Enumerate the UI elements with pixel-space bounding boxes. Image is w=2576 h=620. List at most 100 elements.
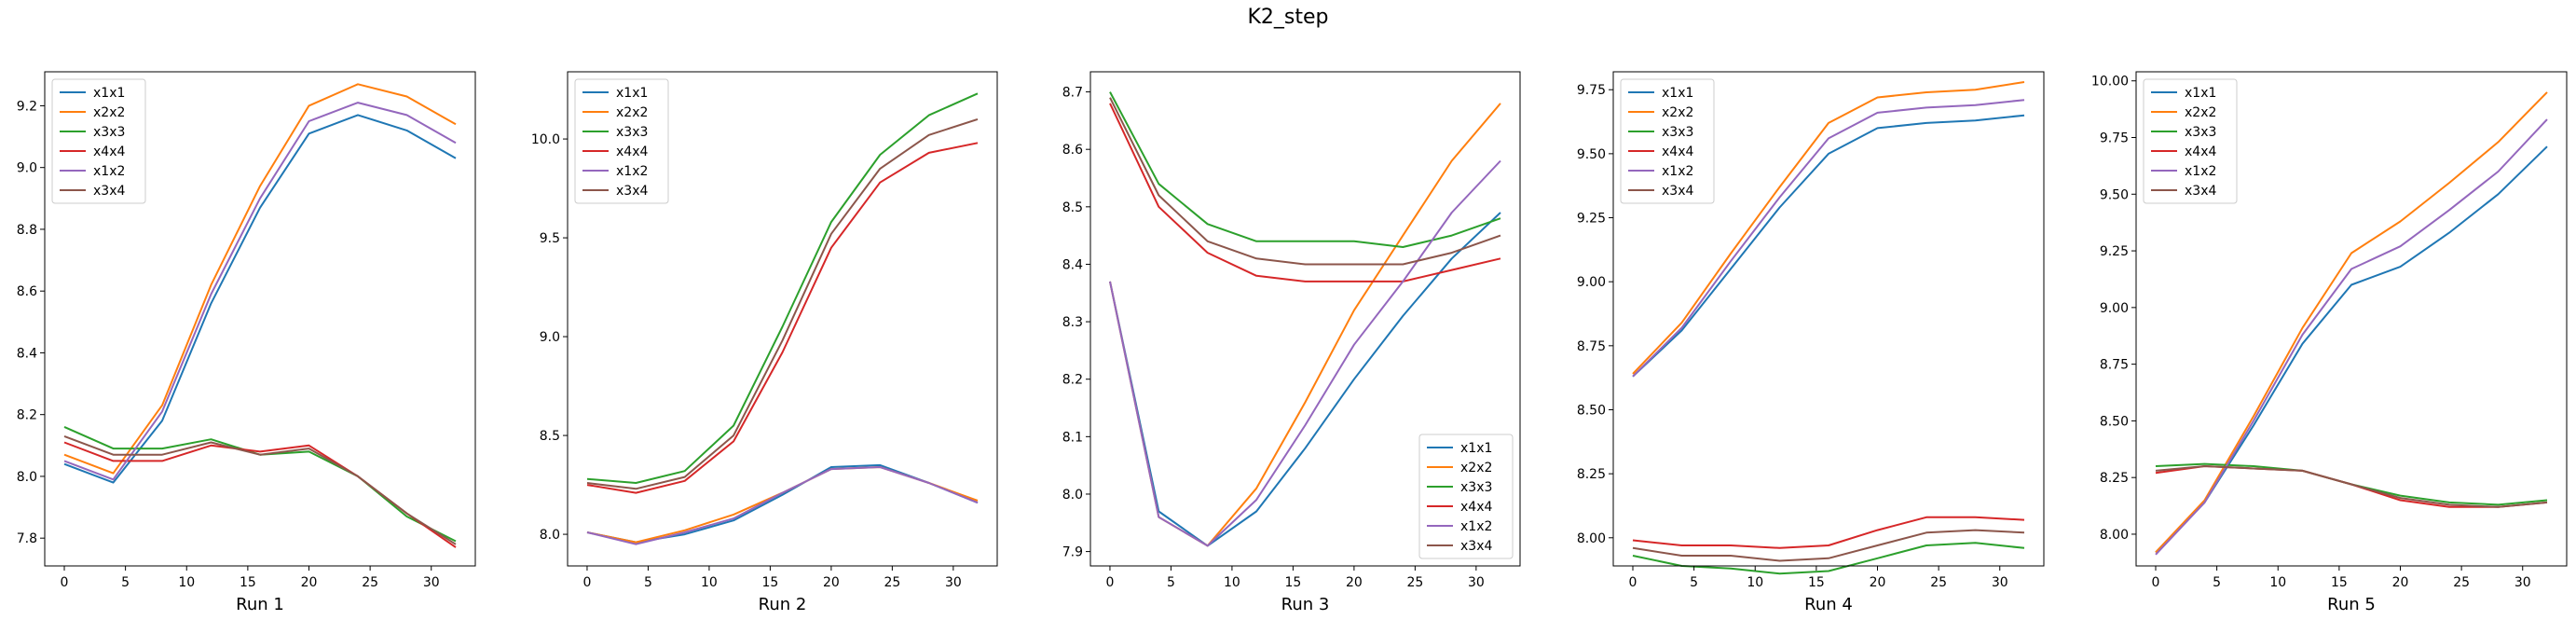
subplot-5: 0 5 10 15 20 25 30 8.00 8.25 8.50 8.75 9.00 9.25 9.50…	[2091, 71, 2568, 614]
x-tick-label: 0	[1105, 575, 1114, 590]
x-tick-label: 10	[2269, 575, 2286, 590]
y-tick-label: 8.2	[17, 408, 37, 423]
y-tick-label: 9.75	[2100, 131, 2129, 146]
legend: x1x1 x2x2 x3x3 x4x4 x1x2 x3x4	[1418, 434, 1514, 559]
x-axis-label: Run 4	[1804, 595, 1853, 614]
y-tick-label: 8.75	[1577, 339, 1606, 354]
series-line-x3x3	[63, 425, 457, 543]
y-tick-label: 7.9	[1062, 545, 1083, 560]
y-tick-label: 9.00	[1577, 275, 1606, 290]
y-tick-label: 10.0	[531, 132, 560, 147]
series-line-x1x1	[2155, 145, 2548, 554]
series-line-x3x4	[1109, 97, 1501, 266]
x-tick-label: 10	[1224, 575, 1240, 590]
series-line-x2x2	[586, 466, 979, 544]
y-tick-label: 9.25	[1577, 212, 1606, 227]
x-tick-label: 25	[1930, 575, 1947, 590]
legend-label-x3x3: x3x3	[1460, 480, 1492, 495]
y-tick-label: 8.00	[2100, 528, 2129, 543]
x-tick-label: 0	[582, 575, 591, 590]
legend-label-x1x1: x1x1	[2185, 86, 2216, 101]
y-tick-label: 10.00	[2091, 75, 2129, 90]
x-axis-label: Run 1	[236, 595, 284, 614]
x-tick-label: 20	[2392, 575, 2409, 590]
legend-label-x2x2: x2x2	[616, 105, 648, 120]
y-tick-label: 9.25	[2100, 244, 2129, 259]
y-tick-label: 8.3	[1062, 315, 1083, 330]
series-line-x1x1	[1109, 212, 1501, 547]
subplot-1: 0 5 10 15 20 25 30 7.8 8.0 8.2 8.4 8.6 8.8 9.0 9.2 Run …	[17, 71, 476, 614]
series-line-x4x4	[1109, 103, 1501, 282]
legend-label-x3x3: x3x3	[1662, 125, 1693, 140]
x-tick-label: 0	[2152, 575, 2160, 590]
series-line-x1x1	[1632, 114, 2025, 378]
x-tick-label: 15	[2331, 575, 2348, 590]
x-tick-label: 15	[1284, 575, 1301, 590]
y-tick-label: 7.8	[17, 531, 37, 546]
legend-box	[2143, 78, 2238, 204]
y-tick-label: 8.6	[17, 284, 37, 299]
y-tick-label: 8.75	[2100, 358, 2129, 373]
x-tick-label: 20	[1870, 575, 1886, 590]
series-line-x2x2	[63, 83, 457, 475]
legend-label-x2x2: x2x2	[1460, 461, 1492, 475]
x-tick-label: 5	[121, 575, 130, 590]
x-axis-label: Run 3	[1281, 595, 1330, 614]
legend-label-x3x4: x3x4	[1460, 539, 1492, 554]
x-tick-label: 20	[301, 575, 318, 590]
legend-box	[1620, 78, 1715, 204]
legend-box	[574, 78, 669, 204]
legend-label-x1x2: x1x2	[2185, 164, 2216, 179]
x-tick-label: 30	[945, 575, 962, 590]
legend-label-x1x1: x1x1	[1460, 441, 1492, 456]
y-tick-label: 9.00	[2100, 301, 2129, 316]
series-line-x3x3	[586, 92, 979, 484]
y-tick-label: 9.2	[17, 99, 37, 114]
y-tick-label: 9.5	[540, 231, 560, 246]
x-tick-label: 15	[1808, 575, 1825, 590]
y-tick-label: 8.0	[17, 470, 37, 485]
legend-label-x1x1: x1x1	[93, 86, 125, 101]
legend-label-x1x2: x1x2	[616, 164, 648, 179]
x-tick-label: 15	[240, 575, 256, 590]
x-tick-label: 0	[1629, 575, 1637, 590]
legend-label-x3x3: x3x3	[616, 125, 648, 140]
y-tick-label: 8.50	[1577, 403, 1606, 418]
y-tick-label: 8.5	[540, 429, 560, 444]
x-tick-label: 25	[1406, 575, 1423, 590]
x-tick-label: 5	[1690, 575, 1698, 590]
y-tick-label: 8.5	[1062, 200, 1083, 215]
series-line-x4x4	[586, 142, 979, 494]
y-tick-label: 9.50	[1577, 147, 1606, 162]
legend: x1x1 x2x2 x3x3 x4x4 x1x2 x3x4	[2143, 78, 2238, 204]
series-line-x1x1	[586, 463, 979, 544]
y-tick-label: 8.2	[1062, 373, 1083, 388]
legend-label-x3x4: x3x4	[1662, 184, 1693, 199]
y-tick-label: 8.00	[1577, 531, 1606, 546]
x-tick-label: 0	[61, 575, 69, 590]
series-line-x3x3	[1109, 91, 1501, 248]
x-tick-label: 15	[761, 575, 778, 590]
axes-frame	[567, 71, 998, 567]
y-tick-label: 8.1	[1062, 430, 1083, 445]
axes-frame	[1612, 71, 2045, 567]
subplot-3: 0 5 10 15 20 25 30 7.9 8.0 8.1 8.2 8.3 8.4 8.5 8.6 8.7 R…	[1062, 71, 1521, 614]
y-tick-label: 8.0	[1062, 488, 1083, 503]
y-tick-label: 8.7	[1062, 86, 1083, 101]
x-tick-label: 10	[701, 575, 718, 590]
legend-label-x4x4: x4x4	[93, 145, 125, 159]
y-tick-label: 8.50	[2100, 414, 2129, 429]
legend-label-x2x2: x2x2	[93, 105, 125, 120]
legend-label-x3x3: x3x3	[2185, 125, 2216, 140]
legend-label-x1x1: x1x1	[1662, 86, 1693, 101]
series-line-x1x2	[586, 466, 979, 545]
series-line-x3x3	[1632, 542, 2025, 575]
y-tick-label: 8.0	[540, 528, 560, 543]
legend-label-x3x4: x3x4	[616, 184, 648, 199]
series-line-x1x1	[63, 114, 457, 484]
y-tick-label: 8.4	[17, 346, 37, 361]
x-tick-label: 25	[2453, 575, 2470, 590]
series-line-x1x2	[2155, 118, 2548, 556]
legend-label-x4x4: x4x4	[1460, 500, 1492, 515]
y-tick-label: 8.4	[1062, 257, 1083, 272]
